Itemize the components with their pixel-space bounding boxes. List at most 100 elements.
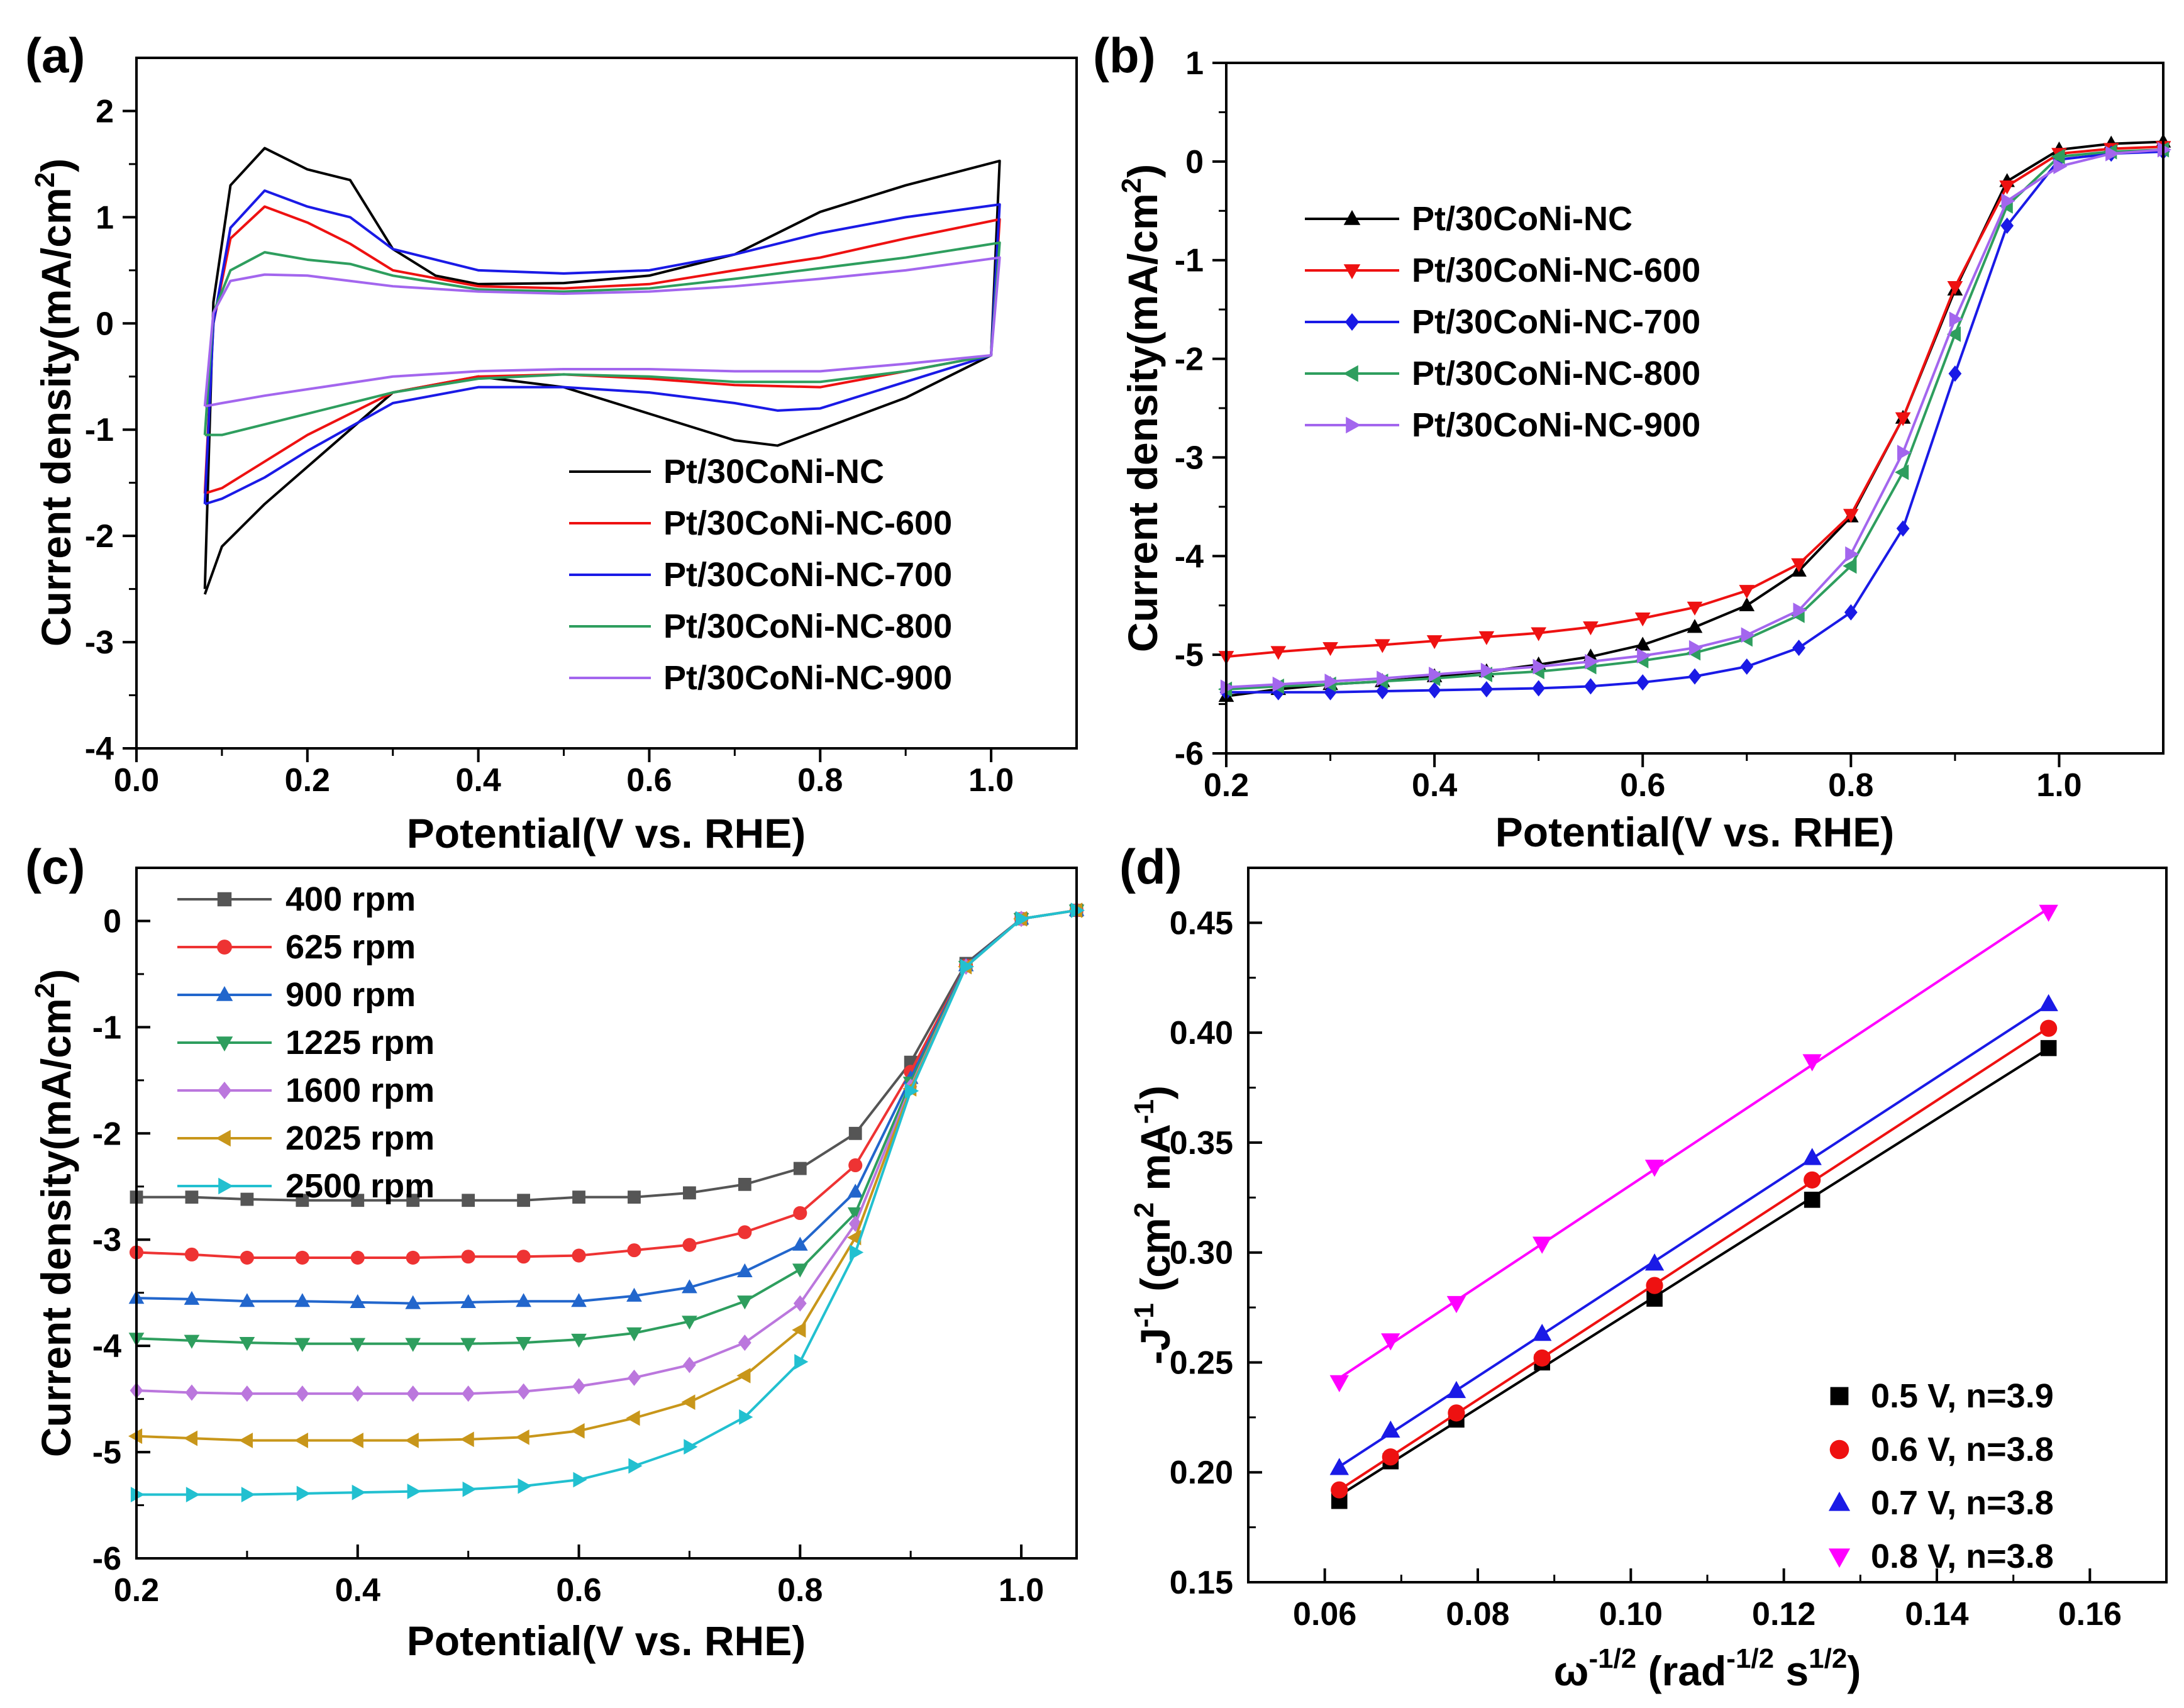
panel-c-data-point bbox=[352, 1484, 366, 1500]
panel-d-x-title-sup2: -1/2 bbox=[1726, 1643, 1774, 1674]
panel-b-legend: Pt/30CoNi-NC Pt/30CoNi-NC-600 Pt/30CoNi-NC… bbox=[1305, 200, 1700, 444]
panel-c-data-point bbox=[407, 1483, 421, 1499]
kl-data-point bbox=[2040, 1040, 2057, 1056]
panel-c-data-point bbox=[351, 1385, 365, 1402]
panel-c-data-point bbox=[792, 1236, 808, 1251]
panel-c-data-point bbox=[737, 1263, 753, 1278]
panel-c-legend: 400 rpm 625 rpm 900 rpm 1225 rpm 1600 rpm 202… bbox=[177, 880, 435, 1205]
panel-c-x-tick-label: 0.2 bbox=[114, 1572, 159, 1609]
panel-b-data-point bbox=[1531, 627, 1547, 641]
panel-d-x-axis-title: ω-1/2 (rad-1/2 s1/2) bbox=[1554, 1643, 1861, 1694]
panel-b-data-point bbox=[1688, 668, 1702, 685]
panel-c-x-tick-label: 1.0 bbox=[999, 1572, 1044, 1609]
panel-a-y-axis-title: Current density(mA/cm2) bbox=[30, 158, 79, 646]
panel-d-y-tick-label: 0.45 bbox=[1170, 905, 1233, 941]
panel-b-legend-marker-1 bbox=[1343, 264, 1361, 279]
panel-c-data-point bbox=[516, 1293, 531, 1307]
panel-c-data-point bbox=[847, 1184, 863, 1198]
panel-c-data-point bbox=[406, 1250, 420, 1265]
panel-c-data-point bbox=[184, 1247, 199, 1262]
panel-c-data-point bbox=[516, 1250, 531, 1264]
panel-d-legend-label-2: 0.7 V, n=3.8 bbox=[1871, 1484, 2054, 1522]
panel-c-data-point bbox=[462, 1385, 475, 1402]
panel-a-x-tick-label: 0.6 bbox=[626, 762, 672, 799]
kl-data-point bbox=[1329, 1458, 1349, 1475]
panel-c-data-point bbox=[1015, 911, 1030, 927]
panel-c-data-point bbox=[239, 1336, 255, 1351]
panel-d-legend-marker-0 bbox=[1830, 1387, 1849, 1406]
panel-c-data-point bbox=[737, 1295, 753, 1310]
panel-d-legend-marker-2 bbox=[1828, 1492, 1851, 1511]
panel-b-y-tick-label: -1 bbox=[1175, 243, 1204, 279]
panel-c-data-point bbox=[239, 1293, 255, 1307]
panel-d-legend-label-3: 0.8 V, n=3.8 bbox=[1871, 1538, 2054, 1575]
panel-c-data-point bbox=[905, 1083, 919, 1099]
panel-b-data-point bbox=[1634, 613, 1651, 627]
panel-c-data-point bbox=[572, 1378, 585, 1395]
panel-c-data-point bbox=[683, 1186, 696, 1200]
panel-d-x-tick-label: 0.08 bbox=[1446, 1596, 1509, 1633]
panel-b-data-point bbox=[1843, 558, 1857, 574]
panel-b-legend-label-2: Pt/30CoNi-NC-700 bbox=[1412, 303, 1700, 341]
panel-c-legend-marker-6 bbox=[218, 1177, 233, 1195]
panel-c-data-point bbox=[684, 1439, 698, 1455]
panel-a-legend: Pt/30CoNi-NC Pt/30CoNi-NC-600 Pt/30CoNi-NC… bbox=[569, 453, 952, 697]
kl-data-point bbox=[1644, 1160, 1665, 1177]
panel-a-y-tick-label: 2 bbox=[96, 93, 114, 130]
panel-a-legend-label-0: Pt/30CoNi-NC bbox=[663, 453, 884, 491]
kl-data-point bbox=[1646, 1290, 1663, 1307]
panel-b-data-point bbox=[1947, 280, 1963, 296]
panel-c-x-tick-label: 0.6 bbox=[556, 1572, 601, 1609]
panel-b-data-point bbox=[1895, 464, 1909, 480]
panel-b-y-tick-label: -2 bbox=[1175, 341, 1204, 378]
panel-d-y-tick-label: 0.15 bbox=[1170, 1565, 1233, 1601]
panel-a-x-axis-title: Potential(V vs. RHE) bbox=[407, 810, 806, 857]
panel-c-data-point bbox=[626, 1410, 640, 1426]
panel-b-x-tick-label: 0.6 bbox=[1620, 767, 1665, 804]
panel-d-frame bbox=[1247, 867, 2168, 1583]
panel-c-legend-label-3: 1225 rpm bbox=[285, 1024, 435, 1062]
kl-data-point bbox=[1381, 1420, 1400, 1438]
panel-b-x-tick-label: 0.4 bbox=[1412, 767, 1457, 804]
kl-data-point bbox=[1646, 1277, 1663, 1294]
panel-c-legend-marker-5 bbox=[216, 1129, 231, 1147]
panel-c-legend-marker-1 bbox=[217, 940, 232, 955]
kl-data-point bbox=[2039, 904, 2058, 922]
panel-c-y-tick-label: -6 bbox=[92, 1541, 121, 1577]
panel-b-legend-label-4: Pt/30CoNi-NC-900 bbox=[1412, 406, 1700, 444]
panel-c-legend-marker-3 bbox=[216, 1036, 233, 1051]
panel-d-x-title-sup1: -1/2 bbox=[1588, 1643, 1636, 1674]
panel-c-data-point bbox=[793, 1162, 807, 1175]
panel-a: (a) 0.0 0.2 0.4 0.6 0.8 1.0 -4 -3 -2 -1 0 1 2 Potent… bbox=[25, 28, 1078, 857]
panel-c-series-line-0 bbox=[136, 909, 1077, 1202]
panel-a-x-tick-label: 0.8 bbox=[797, 762, 843, 799]
panel-c-data-point bbox=[405, 1295, 421, 1309]
panel-b-legend-marker-3 bbox=[1343, 365, 1358, 382]
panel-c-data-point bbox=[238, 1433, 253, 1448]
panel-c-data-point bbox=[739, 1409, 753, 1425]
panel-c-data-point bbox=[793, 1295, 807, 1312]
panel-d-legend-marker-3 bbox=[1828, 1548, 1851, 1568]
panel-c-y-tick-label: -5 bbox=[92, 1434, 121, 1471]
panel-c-legend-marker-2 bbox=[216, 986, 233, 1001]
panel-d-x-tick-label: 0.14 bbox=[1905, 1596, 1968, 1633]
panel-d-x-tick-label: 0.16 bbox=[2058, 1596, 2122, 1633]
panel-d: (d) 0.06 0.08 0.10 0.12 0.14 0.16 0.15 0.20 0.25… bbox=[1119, 839, 2168, 1694]
panel-b-data-point bbox=[1429, 667, 1443, 682]
panel-c-series-line-3 bbox=[136, 909, 1077, 1345]
panel-c-data-point bbox=[571, 1293, 587, 1307]
panel-c-data-point bbox=[462, 1481, 477, 1497]
panel-b-data-point bbox=[1480, 681, 1494, 698]
panel-c-data-point bbox=[184, 1334, 200, 1349]
panel-c-data-point bbox=[240, 1192, 254, 1206]
panel-c-legend-label-5: 2025 rpm bbox=[285, 1119, 435, 1157]
panel-c-y-tick-label: -3 bbox=[92, 1222, 121, 1258]
panel-b-data-point bbox=[1533, 658, 1547, 675]
panel-c-data-point bbox=[296, 1194, 309, 1207]
panel-c-data-point bbox=[406, 1194, 420, 1207]
panel-c-data-point bbox=[350, 1338, 366, 1352]
panel-b-data-point bbox=[1948, 365, 1962, 382]
panel-c-data-point bbox=[627, 1243, 641, 1258]
panel-b-data-point bbox=[1792, 640, 1805, 657]
panel-a-y-title-main: Current density(mA/cm bbox=[33, 187, 79, 646]
